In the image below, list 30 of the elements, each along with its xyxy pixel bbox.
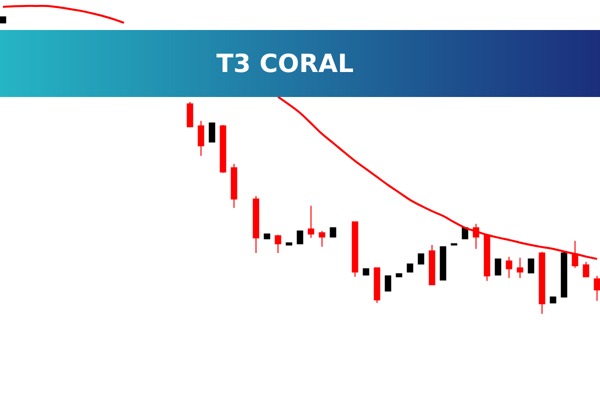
candlestick (440, 246, 446, 281)
candlestick (594, 275, 600, 302)
candlestick (274, 234, 282, 254)
candlestick (418, 253, 424, 264)
candlestick (264, 234, 270, 240)
candlestick (252, 195, 260, 254)
candlestick (352, 221, 358, 278)
candlestick (428, 244, 436, 286)
candlestick (296, 230, 304, 244)
candlestick (220, 124, 226, 174)
candlestick (318, 230, 326, 248)
candlestick (208, 122, 216, 142)
candlestick (0, 16, 6, 24)
candlestick (406, 263, 414, 273)
text: T3 CORAL (215, 48, 355, 80)
candlestick (506, 256, 512, 278)
candlestick (560, 252, 568, 298)
candlestick (308, 205, 314, 238)
candlestick (198, 120, 204, 156)
candlestick (516, 257, 524, 278)
candlestick (374, 267, 380, 304)
candlestick (582, 261, 590, 278)
candlestick (330, 227, 336, 238)
candlestick (186, 101, 194, 128)
candlestick (230, 163, 238, 208)
candlestick (550, 296, 556, 304)
candlestick (528, 258, 534, 274)
candlestick (384, 275, 392, 292)
candlestick (494, 258, 502, 276)
candlestick (538, 251, 546, 314)
